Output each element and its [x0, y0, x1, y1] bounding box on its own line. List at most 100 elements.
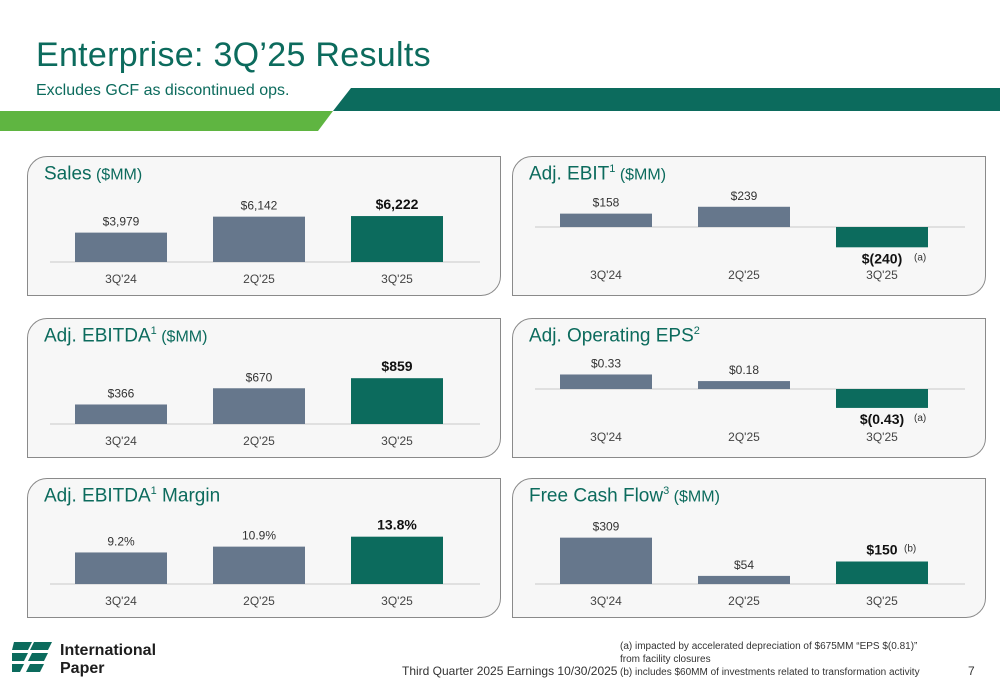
ebit-panel: Adj. EBIT1 ($MM) $158 3Q'24 $239 2Q'25 $(240…: [512, 156, 986, 296]
panel-title-unit: ($MM): [615, 166, 667, 184]
data-label: 9.2%: [107, 534, 135, 548]
page-number: 7: [968, 664, 975, 678]
footnote-b: (b) includes $60MM of investments relate…: [620, 667, 920, 678]
tick-label: 3Q'25: [381, 594, 413, 608]
panel-title-sup: 3: [663, 485, 670, 497]
data-label: $150: [866, 542, 897, 558]
panel-title-sup: 1: [150, 325, 157, 337]
data-label: $158: [593, 196, 620, 210]
data-label: $670: [246, 370, 273, 384]
tick-label: 2Q'25: [243, 434, 275, 448]
footnote-marker: (a): [914, 252, 926, 263]
tick-label: 2Q'25: [243, 272, 275, 286]
panel-title-main: Free Cash Flow: [529, 485, 664, 507]
tick-label: 2Q'25: [243, 594, 275, 608]
panel-title: Sales ($MM): [44, 163, 142, 185]
company-logo: International Paper: [8, 638, 172, 685]
footnote-marker: (a): [914, 413, 926, 424]
eps-panel: Adj. Operating EPS2 $0.33 3Q'24 $0.18 2Q'25…: [512, 318, 986, 458]
footnote-marker: (b): [904, 544, 916, 555]
bar-3Q'24: [75, 232, 167, 262]
bar-2Q'25: [698, 575, 790, 584]
data-label: $366: [108, 386, 135, 400]
data-label: $239: [731, 189, 758, 203]
panel-title: Adj. EBITDA1 Margin: [44, 485, 220, 507]
bar-3Q'25: [836, 389, 928, 408]
bar-2Q'25: [698, 381, 790, 389]
footnotes: (a) impacted by accelerated depreciation…: [620, 640, 940, 679]
bar-3Q'24: [560, 537, 652, 584]
fcf-panel: Free Cash Flow3 ($MM) $309 3Q'24 $54 2Q'25 $…: [512, 478, 986, 618]
footer-event-text: Third Quarter 2025 Earnings 10/30/2025: [402, 664, 618, 678]
logo-text-line2: Paper: [60, 660, 104, 677]
panel-title: Adj. EBIT1 ($MM): [529, 163, 666, 185]
bar-3Q'25: [836, 227, 928, 248]
header-band: [0, 88, 1000, 131]
footnote-a: (a) impacted by accelerated depreciation…: [620, 641, 918, 665]
bar-3Q'24: [560, 374, 652, 389]
tick-label: 3Q'25: [866, 268, 898, 282]
data-label: $(240): [862, 250, 902, 266]
panel-title-main: Adj. EBIT: [529, 163, 610, 185]
panel-title-unit: ($MM): [91, 166, 143, 184]
data-label: $0.33: [591, 356, 621, 370]
bar-2Q'25: [213, 546, 305, 584]
data-label: $54: [734, 558, 754, 572]
margin-panel: Adj. EBITDA1 Margin 9.2% 3Q'24 10.9% 2Q'25 1…: [27, 478, 501, 618]
panel-title-unit: ($MM): [156, 328, 208, 346]
tick-label: 3Q'24: [105, 434, 137, 448]
bar-3Q'25: [351, 378, 443, 424]
panel-title-sup: 2: [693, 325, 700, 337]
panel-title-unit: Margin: [156, 485, 221, 507]
panel-title: Adj. Operating EPS2: [529, 325, 700, 347]
data-label: $3,979: [103, 215, 140, 229]
data-label: $6,142: [241, 199, 278, 213]
bar-2Q'25: [213, 388, 305, 424]
data-label: $0.18: [729, 363, 759, 377]
tick-label: 3Q'24: [105, 272, 137, 286]
panel-title: Free Cash Flow3 ($MM): [529, 485, 720, 507]
panel-title-main: Adj. Operating EPS: [529, 325, 694, 347]
tick-label: 2Q'25: [728, 430, 760, 444]
sales-panel: Sales ($MM) $3,979 3Q'24 $6,142 2Q'25 $6,222…: [27, 156, 501, 296]
bar-3Q'25: [351, 216, 443, 262]
bar-2Q'25: [213, 216, 305, 262]
logo-mark: International Paper: [8, 642, 156, 677]
panel-title-main: Adj. EBITDA: [44, 485, 151, 507]
eps-chart: $0.33 3Q'24 $0.18 2Q'25 $(0.43) (a) 3Q'25: [535, 356, 965, 444]
tick-label: 3Q'24: [105, 594, 137, 608]
panel-title-main: Adj. EBITDA: [44, 325, 151, 347]
data-label: 13.8%: [377, 517, 417, 533]
ebitda-chart: $366 3Q'24 $670 2Q'25 $859 3Q'25: [50, 358, 480, 448]
tick-label: 3Q'25: [866, 430, 898, 444]
header-band-teal: [333, 88, 1000, 111]
bar-3Q'24: [75, 552, 167, 584]
panel-title-sup: 1: [609, 163, 616, 175]
data-label: $309: [593, 520, 620, 534]
tick-label: 2Q'25: [728, 594, 760, 608]
data-label: $(0.43): [860, 411, 904, 427]
logo-text-line1: International: [60, 642, 156, 659]
bar-3Q'24: [75, 404, 167, 424]
sales-chart: $3,979 3Q'24 $6,142 2Q'25 $6,222 3Q'25: [50, 196, 480, 286]
panel-title-sup: 1: [150, 485, 157, 497]
ebitda-panel: Adj. EBITDA1 ($MM) $366 3Q'24 $670 2Q'25 $85…: [27, 318, 501, 458]
page-title: Enterprise: 3Q’25 Results: [36, 36, 431, 74]
panel-title: Adj. EBITDA1 ($MM): [44, 325, 207, 347]
tick-label: 3Q'25: [381, 272, 413, 286]
tick-label: 2Q'25: [728, 268, 760, 282]
page-subtitle: Excludes GCF as discontinued ops.: [36, 82, 290, 99]
tick-label: 3Q'25: [381, 434, 413, 448]
data-label: 10.9%: [242, 529, 276, 543]
tick-label: 3Q'24: [590, 268, 622, 282]
data-label: $859: [381, 358, 412, 374]
tick-label: 3Q'24: [590, 594, 622, 608]
fcf-chart: $309 3Q'24 $54 2Q'25 $150 (b) 3Q'25: [535, 520, 965, 608]
tick-label: 3Q'24: [590, 430, 622, 444]
margin-chart: 9.2% 3Q'24 10.9% 2Q'25 13.8% 3Q'25: [50, 517, 480, 608]
ebit-chart: $158 3Q'24 $239 2Q'25 $(240) (a) 3Q'25: [535, 189, 965, 282]
bar-2Q'25: [698, 206, 790, 227]
tick-label: 3Q'25: [866, 594, 898, 608]
header-band-green: [0, 111, 333, 131]
bar-3Q'25: [836, 561, 928, 584]
